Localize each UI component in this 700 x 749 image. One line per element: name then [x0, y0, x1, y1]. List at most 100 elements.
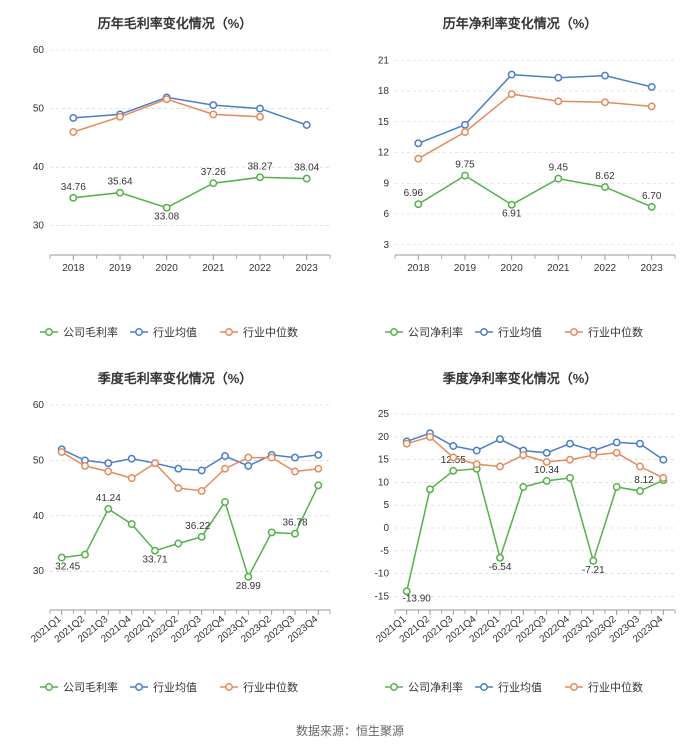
series-marker-median [614, 450, 620, 456]
series-marker-median [404, 441, 410, 447]
y-tick-label: -10 [375, 569, 390, 580]
panel-annual-net: 历年净利率变化情况（%）3691215182120182019202020212… [355, 10, 690, 355]
legend-label: 公司毛利率 [63, 325, 118, 339]
legend-label: 行业均值 [498, 326, 542, 339]
series-marker-company [257, 174, 263, 180]
series-marker-median [555, 98, 561, 104]
series-line-avg [62, 449, 319, 470]
data-label: 35.64 [107, 177, 132, 188]
x-tick-label: 2023 [296, 263, 319, 274]
data-label: 36.78 [282, 518, 307, 529]
series-marker-median [175, 485, 181, 491]
series-line-company [407, 469, 664, 592]
data-label: -7.21 [582, 565, 605, 576]
series-marker-company [637, 488, 643, 494]
panel-quarter-gross: 季度毛利率变化情况（%）304050602021Q12021Q22021Q320… [10, 365, 345, 710]
series-marker-avg [450, 443, 456, 449]
series-marker-median [509, 91, 515, 97]
data-label: 33.08 [154, 212, 179, 223]
data-label: -6.54 [489, 562, 512, 573]
series-marker-company [82, 551, 88, 557]
data-label: -13.90 [403, 593, 432, 604]
data-label: 38.27 [247, 161, 272, 172]
data-label: 6.91 [502, 209, 522, 220]
series-marker-avg [257, 105, 263, 111]
series-marker-avg [245, 463, 251, 469]
y-tick-label: 6 [383, 209, 389, 220]
series-marker-median [59, 449, 65, 455]
series-marker-avg [614, 439, 620, 445]
legend-marker [391, 684, 397, 690]
series-marker-company [164, 205, 170, 211]
series-marker-median [210, 111, 216, 117]
data-label: 9.45 [549, 163, 569, 174]
series-marker-avg [210, 102, 216, 108]
y-tick-label: 9 [383, 178, 389, 189]
series-line-company [418, 176, 651, 207]
y-tick-label: 21 [378, 55, 390, 66]
series-marker-avg [497, 436, 503, 442]
y-tick-label: 30 [33, 566, 45, 577]
series-marker-median [164, 96, 170, 102]
legend-label: 公司净利率 [408, 680, 463, 694]
series-marker-median [497, 463, 503, 469]
y-tick-label: 50 [33, 455, 45, 466]
series-marker-avg [544, 450, 550, 456]
series-marker-median [105, 468, 111, 474]
series-marker-company [590, 558, 596, 564]
legend-label: 行业中位数 [243, 325, 298, 339]
series-marker-median [637, 463, 643, 469]
x-tick-label: 2020 [501, 263, 524, 274]
x-tick-label: 2022 [249, 263, 272, 274]
legend-marker [46, 329, 52, 335]
data-label: 9.75 [455, 160, 475, 171]
series-marker-median [292, 468, 298, 474]
series-marker-avg [222, 453, 228, 459]
series-marker-company [70, 195, 76, 201]
series-line-median [62, 452, 319, 491]
data-label: 6.70 [642, 191, 662, 202]
series-marker-avg [292, 454, 298, 460]
series-marker-company [199, 534, 205, 540]
series-marker-median [257, 114, 263, 120]
legend-marker [481, 684, 487, 690]
y-tick-label: 60 [33, 400, 45, 411]
series-marker-avg [70, 115, 76, 121]
data-label: 37.26 [201, 167, 226, 178]
series-marker-company [649, 204, 655, 210]
y-tick-label: 15 [378, 117, 390, 128]
chart-quarter-net: 季度净利率变化情况（%）-15-10-505101520252021Q12021… [355, 365, 685, 705]
series-marker-avg [602, 72, 608, 78]
y-tick-label: -5 [380, 546, 389, 557]
series-marker-avg [105, 460, 111, 466]
series-marker-company [567, 475, 573, 481]
x-tick-label: 2018 [407, 263, 430, 274]
series-marker-avg [462, 122, 468, 128]
chart-title: 季度净利率变化情况（%） [442, 371, 598, 386]
series-marker-company [304, 175, 310, 181]
y-tick-label: -15 [375, 591, 390, 602]
series-marker-company [222, 499, 228, 505]
series-marker-median [315, 466, 321, 472]
series-marker-company [59, 554, 65, 560]
y-tick-label: 18 [378, 86, 390, 97]
y-tick-label: 10 [378, 477, 390, 488]
legend-marker [136, 329, 142, 335]
series-marker-avg [315, 452, 321, 458]
x-tick-label: 2021 [202, 263, 225, 274]
series-marker-avg [555, 75, 561, 81]
series-marker-median [82, 463, 88, 469]
series-line-median [418, 94, 651, 159]
series-marker-avg [474, 447, 480, 453]
series-marker-median [520, 452, 526, 458]
series-marker-company [614, 484, 620, 490]
series-marker-median [152, 460, 158, 466]
data-label: 34.76 [61, 182, 86, 193]
legend-label: 行业均值 [498, 681, 542, 694]
y-tick-label: 40 [33, 162, 45, 173]
legend-marker [226, 684, 232, 690]
series-marker-median [222, 466, 228, 472]
series-marker-median [70, 129, 76, 135]
series-marker-median [269, 454, 275, 460]
series-marker-median [129, 475, 135, 481]
